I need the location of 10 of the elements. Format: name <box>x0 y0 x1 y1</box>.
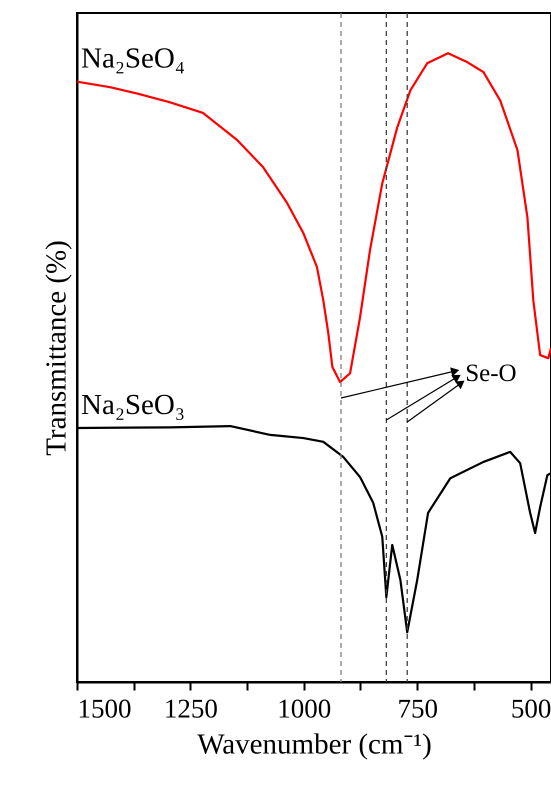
x-axis-title: Wavenumber (cm⁻¹) <box>197 728 432 760</box>
series-label: Na₂SeO₃ <box>81 388 185 421</box>
annotation: Se-O <box>465 360 517 387</box>
x-tick-label: 1000 <box>277 694 332 724</box>
x-tick-label: 750 <box>397 694 438 724</box>
x-tick-label: 1250 <box>164 694 218 724</box>
series-label: Na₂SeO₄ <box>81 42 185 75</box>
x-tick-label: 500 <box>510 694 551 724</box>
x-tick-label: 1500 <box>78 694 132 724</box>
y-axis-title: Transmittance (%) <box>40 240 72 456</box>
